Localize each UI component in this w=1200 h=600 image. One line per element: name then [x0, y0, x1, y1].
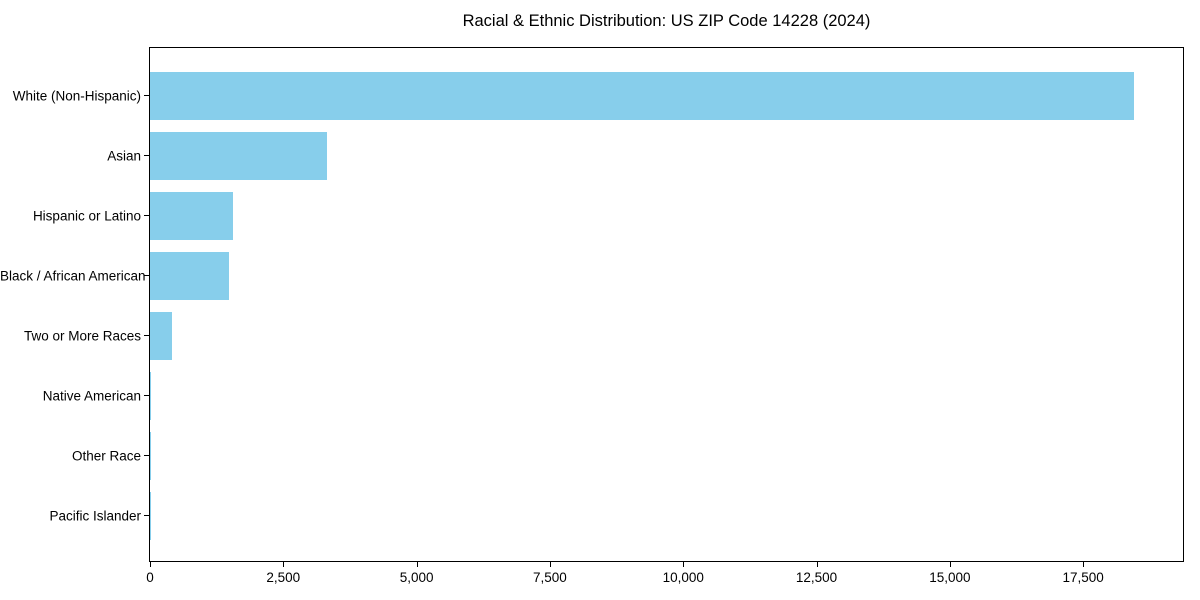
x-tick-mark	[816, 562, 818, 567]
x-tick-mark	[949, 562, 951, 567]
x-tick-label: 12,500	[795, 570, 838, 585]
y-tick-mark	[144, 95, 149, 96]
x-tick-label: 10,000	[662, 570, 704, 585]
y-tick-mark	[144, 215, 149, 216]
bar	[150, 311, 173, 360]
x-tick-label: 0	[146, 570, 154, 585]
x-tick-label: 17,500	[1062, 570, 1104, 585]
x-tick-mark	[150, 562, 151, 567]
y-tick-label: Hispanic or Latino	[32, 208, 141, 223]
x-tick-mark	[1083, 562, 1085, 567]
bar	[150, 431, 151, 480]
x-tick-label: 5,000	[399, 570, 434, 585]
y-tick-mark	[144, 455, 149, 456]
bar	[150, 71, 1134, 120]
y-tick-label: Pacific Islander	[49, 508, 141, 523]
x-tick-label: 7,500	[533, 570, 567, 585]
y-tick-mark	[144, 155, 149, 156]
bar	[150, 371, 152, 420]
y-tick-label: Two or More Races	[23, 328, 141, 343]
y-tick-label: White (Non-Hispanic)	[12, 88, 141, 103]
plot-area	[149, 47, 1184, 562]
bar	[150, 131, 328, 180]
y-tick-mark	[144, 395, 149, 396]
y-tick-label: Other Race	[71, 448, 141, 463]
x-tick-label: 2,500	[266, 570, 301, 585]
y-tick-label: Black / African American	[0, 268, 146, 283]
x-tick-mark	[416, 562, 418, 567]
x-tick-mark	[283, 562, 285, 567]
y-tick-mark	[144, 275, 149, 276]
bar	[150, 251, 229, 300]
y-tick-mark	[144, 335, 149, 336]
x-tick-label: 15,000	[929, 570, 971, 585]
y-tick-label: Asian	[107, 148, 141, 163]
y-tick-label: Native American	[42, 388, 141, 403]
bar	[150, 191, 233, 240]
x-tick-mark	[683, 562, 685, 567]
y-tick-mark	[144, 515, 149, 516]
chart-title: Racial & Ethnic Distribution: US ZIP Cod…	[462, 12, 871, 30]
x-tick-mark	[549, 562, 551, 567]
